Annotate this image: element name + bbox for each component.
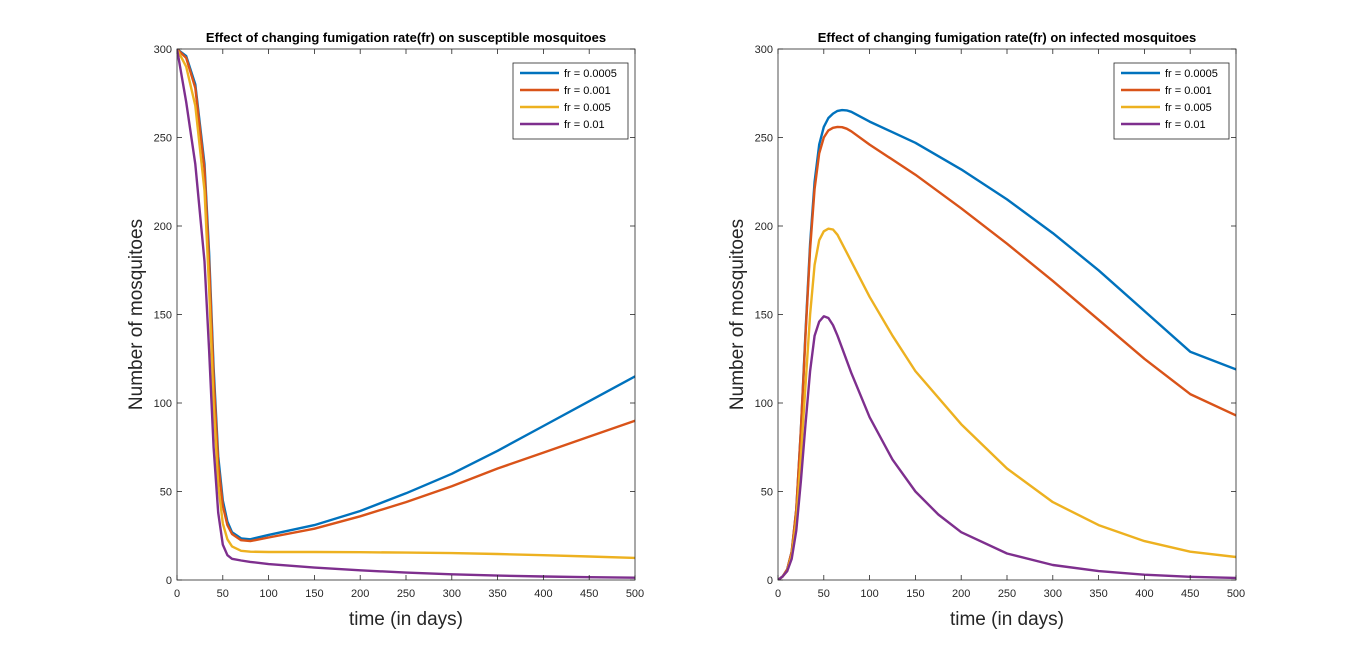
legend-label-2: fr = 0.001 [564, 85, 611, 97]
x-tick-label: 0 [174, 588, 180, 600]
y-tick-label: 200 [755, 221, 773, 233]
y-axis-label: Number of mosquitoes [727, 219, 748, 410]
y-axis-label: Number of mosquitoes [126, 219, 147, 410]
x-tick-label: 50 [217, 588, 229, 600]
legend-box [512, 62, 629, 140]
x-tick-label: 400 [1135, 588, 1153, 600]
y-tick-label: 300 [755, 44, 773, 56]
chart-title-susceptible: Effect of changing fumigation rate(fr) o… [206, 30, 606, 45]
chart-title-infected: Effect of changing fumigation rate(fr) o… [818, 30, 1196, 45]
chart-susceptible-mosquitoes: 0 50 100 150 200 250 300 350 400 450 500 0 50 100 150 2… [126, 30, 644, 630]
legend-label-4: fr = 0.01 [1165, 119, 1206, 131]
x-tick-label: 450 [1181, 588, 1199, 600]
x-tick-label: 150 [906, 588, 924, 600]
y-tick-label: 250 [755, 133, 773, 145]
y-tick-label: 200 [154, 221, 172, 233]
y-tick-label: 250 [154, 133, 172, 145]
legend: fr = 0.0005 fr = 0.001 fr = 0.005 fr = 0.01 [1113, 62, 1230, 140]
y-tick-label: 50 [761, 487, 773, 499]
x-tick-label: 450 [580, 588, 598, 600]
y-tick-label: 0 [767, 575, 773, 587]
legend: fr = 0.0005 fr = 0.001 fr = 0.005 fr = 0.01 [512, 62, 629, 140]
x-tick-label: 200 [952, 588, 970, 600]
y-tick-label: 100 [154, 398, 172, 410]
chart-infected-mosquitoes: 0 50 100 150 200 250 300 350 400 450 500 0 50 100 150 2… [727, 30, 1245, 630]
legend-label-2: fr = 0.001 [1165, 85, 1212, 97]
x-tick-label: 400 [534, 588, 552, 600]
x-tick-label: 350 [488, 588, 506, 600]
series-line-4 [778, 315, 1236, 580]
y-tick-label: 50 [160, 487, 172, 499]
x-tick-label: 200 [351, 588, 369, 600]
y-tick-label: 300 [154, 44, 172, 56]
x-axis-label: time (in days) [349, 609, 463, 630]
y-tick-label: 0 [166, 575, 172, 587]
legend-box [1113, 62, 1230, 140]
y-tick-label: 150 [755, 310, 773, 322]
x-tick-label: 250 [397, 588, 415, 600]
x-tick-label: 100 [860, 588, 878, 600]
series-lines [177, 49, 635, 579]
y-tick-label: 100 [755, 398, 773, 410]
legend-label-1: fr = 0.0005 [1165, 68, 1218, 80]
x-tick-label: 300 [443, 588, 461, 600]
x-tick-label: 50 [818, 588, 830, 600]
x-tick-label: 150 [305, 588, 323, 600]
series-lines [778, 108, 1236, 580]
legend-label-3: fr = 0.005 [564, 102, 611, 114]
legend-label-1: fr = 0.0005 [564, 68, 617, 80]
series-line-4 [177, 49, 635, 579]
x-tick-label: 500 [626, 588, 644, 600]
x-tick-label: 250 [998, 588, 1016, 600]
y-tick-label: 150 [154, 310, 172, 322]
series-line-3 [177, 49, 635, 560]
x-tick-label: 100 [259, 588, 277, 600]
x-tick-label: 300 [1044, 588, 1062, 600]
legend-label-4: fr = 0.01 [564, 119, 605, 131]
x-tick-label: 500 [1227, 588, 1245, 600]
x-axis-label: time (in days) [950, 609, 1064, 630]
legend-label-3: fr = 0.005 [1165, 102, 1212, 114]
x-tick-label: 350 [1089, 588, 1107, 600]
x-tick-label: 0 [775, 588, 781, 600]
